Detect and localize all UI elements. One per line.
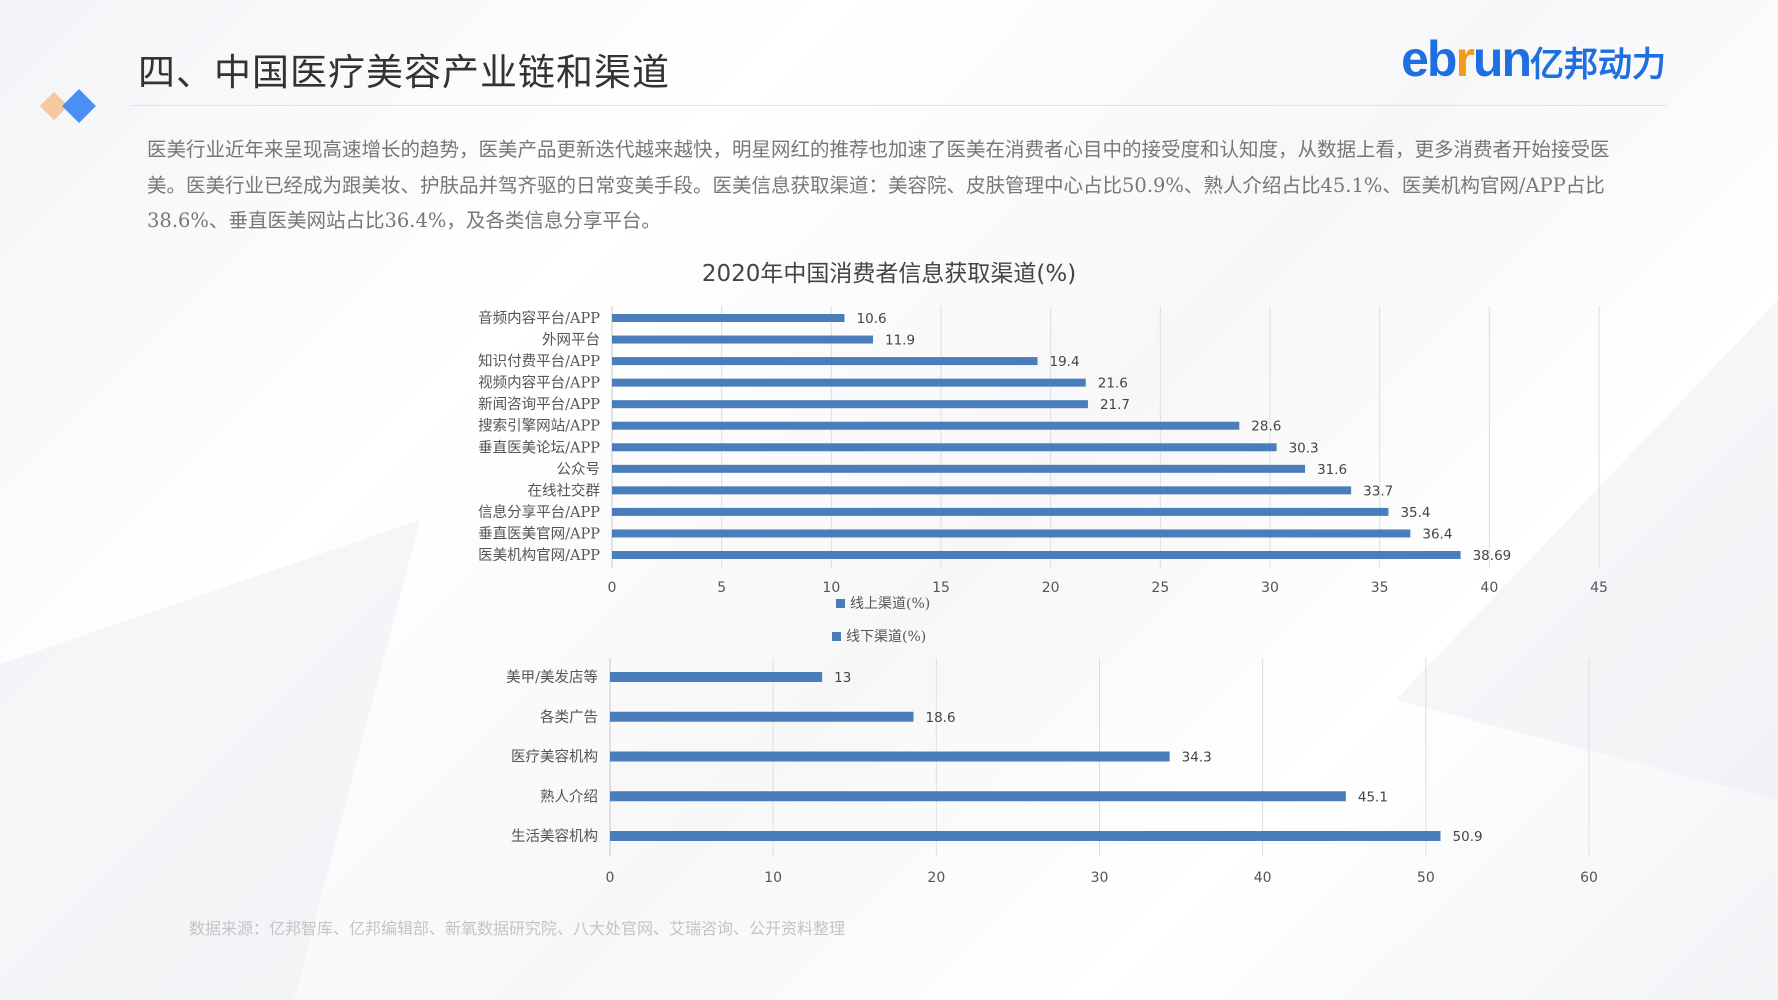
legend-swatch — [836, 599, 845, 608]
bar — [610, 831, 1441, 841]
data-label: 30.3 — [1289, 440, 1319, 456]
category-label: 知识付费平台/APP — [478, 353, 600, 370]
bar — [612, 507, 1389, 516]
page-title: 四、中国医疗美容产业链和渠道 — [138, 51, 670, 94]
data-label: 50.9 — [1453, 829, 1483, 845]
category-label: 视频内容平台/APP — [478, 375, 600, 392]
category-label: 美甲/美发店等 — [506, 668, 598, 686]
data-label: 28.6 — [1251, 419, 1281, 435]
bar — [612, 421, 1240, 430]
x-tick-label: 60 — [1580, 870, 1598, 886]
x-tick-label: 10 — [764, 870, 782, 886]
bar — [612, 314, 845, 322]
data-label: 36.4 — [1422, 526, 1452, 542]
bar — [610, 751, 1170, 762]
x-tick-label: 30 — [1261, 580, 1279, 596]
category-label: 信息分享平台/APP — [478, 504, 600, 521]
category-label: 医疗美容机构 — [511, 749, 598, 766]
x-tick-label: 0 — [608, 580, 617, 596]
x-tick-label: 45 — [1590, 580, 1608, 596]
data-label: 35.4 — [1400, 505, 1430, 521]
data-label: 13 — [834, 670, 851, 686]
ebrun-logo: ebrun亿邦动力 — [1401, 31, 1666, 87]
category-label: 音频内容平台/APP — [478, 310, 600, 327]
data-label: 45.1 — [1358, 789, 1388, 805]
data-label: 21.7 — [1100, 397, 1130, 413]
bar — [612, 486, 1352, 495]
data-label: 33.7 — [1363, 483, 1393, 499]
category-label: 外网平台 — [542, 332, 600, 349]
bar — [612, 400, 1088, 409]
x-tick-label: 15 — [932, 580, 950, 596]
category-label: 各类广告 — [540, 709, 598, 726]
bar — [612, 551, 1461, 559]
x-tick-label: 50 — [1417, 870, 1435, 886]
x-tick-label: 10 — [822, 580, 840, 596]
x-tick-label: 25 — [1151, 580, 1169, 596]
category-label: 垂直医美论坛/APP — [478, 439, 600, 456]
x-tick-label: 40 — [1480, 580, 1498, 596]
bar — [610, 672, 823, 682]
bar — [612, 443, 1277, 452]
data-label: 38.69 — [1473, 548, 1512, 564]
bar — [612, 335, 874, 344]
legend-label: 线上渠道(%) — [850, 596, 930, 612]
data-label: 34.3 — [1182, 750, 1212, 766]
data-label: 21.6 — [1098, 376, 1128, 392]
intro-paragraph: 医美行业近年来呈现高速增长的趋势，医美产品更新迭代越来越快，明星网红的推荐也加速… — [147, 138, 1610, 232]
data-label: 10.6 — [856, 311, 886, 327]
bar — [612, 529, 1411, 538]
x-tick-label: 5 — [717, 580, 726, 596]
data-label: 11.9 — [885, 333, 915, 349]
x-tick-label: 35 — [1371, 580, 1389, 596]
chart-title: 2020年中国消费者信息获取渠道(%) — [701, 261, 1077, 287]
data-label: 31.6 — [1317, 462, 1347, 478]
category-label: 垂直医美官网/APP — [478, 525, 600, 542]
category-label: 生活美容机构 — [511, 828, 598, 845]
data-source: 数据来源：亿邦智库、亿邦编辑部、新氧数据研究院、八大处官网、艾瑞咨询、公开资料整… — [189, 919, 846, 938]
x-tick-label: 40 — [1254, 870, 1272, 886]
data-label: 19.4 — [1050, 354, 1080, 370]
bar — [612, 378, 1086, 387]
data-label: 18.6 — [925, 710, 955, 726]
legend-swatch — [832, 632, 841, 641]
category-label: 医美机构官网/APP — [478, 547, 600, 564]
category-label: 搜索引擎网站/APP — [478, 418, 600, 435]
category-label: 在线社交群 — [528, 481, 601, 499]
header-divider — [130, 105, 1667, 106]
category-label: 新闻咨询平台/APP — [478, 396, 600, 413]
category-label: 熟人介绍 — [540, 788, 598, 805]
bar — [612, 464, 1306, 473]
x-tick-label: 30 — [1091, 870, 1109, 886]
x-tick-label: 20 — [927, 870, 945, 886]
x-tick-label: 0 — [606, 870, 615, 886]
legend-label: 线下渠道(%) — [846, 629, 926, 645]
x-tick-label: 20 — [1042, 580, 1060, 596]
category-label: 公众号 — [557, 461, 601, 478]
bar — [610, 791, 1346, 802]
bar — [612, 357, 1038, 366]
bar — [610, 711, 914, 722]
